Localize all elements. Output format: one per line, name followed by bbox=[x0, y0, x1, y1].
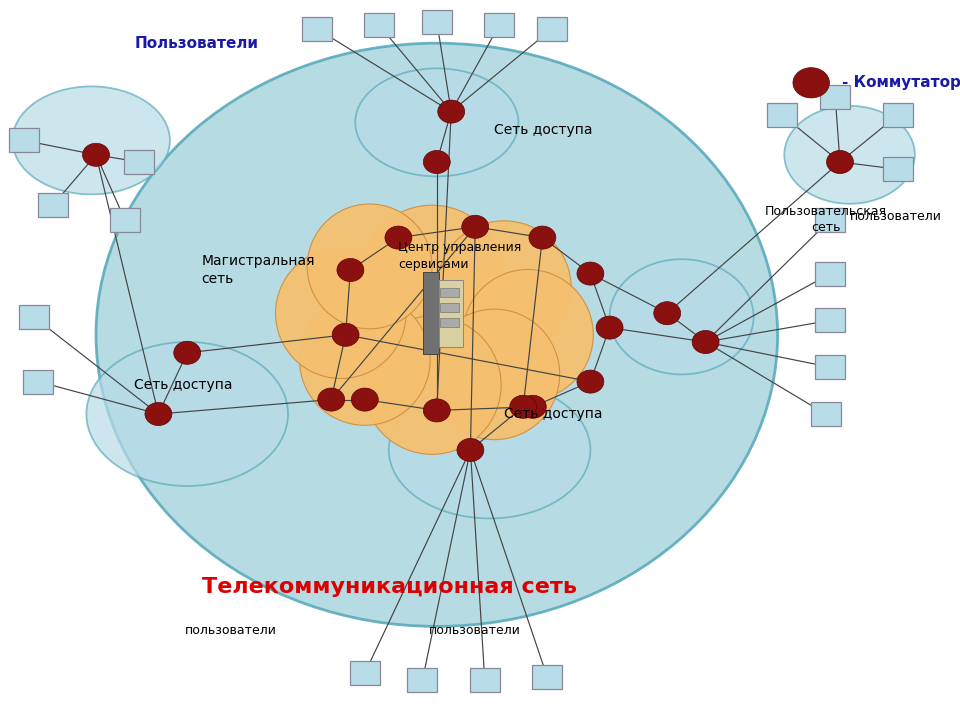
FancyBboxPatch shape bbox=[440, 302, 459, 312]
Text: Сеть доступа: Сеть доступа bbox=[504, 407, 603, 421]
Ellipse shape bbox=[12, 86, 170, 194]
FancyBboxPatch shape bbox=[124, 150, 155, 174]
Circle shape bbox=[463, 269, 593, 400]
Ellipse shape bbox=[337, 258, 364, 282]
Circle shape bbox=[307, 204, 432, 329]
Ellipse shape bbox=[577, 370, 604, 393]
Ellipse shape bbox=[654, 302, 681, 325]
Circle shape bbox=[360, 205, 504, 349]
FancyBboxPatch shape bbox=[421, 9, 452, 34]
FancyBboxPatch shape bbox=[407, 668, 438, 693]
Ellipse shape bbox=[577, 262, 604, 285]
FancyBboxPatch shape bbox=[109, 207, 140, 232]
Ellipse shape bbox=[438, 100, 465, 123]
Ellipse shape bbox=[457, 438, 484, 462]
Ellipse shape bbox=[96, 43, 778, 626]
Ellipse shape bbox=[145, 402, 172, 426]
Ellipse shape bbox=[827, 150, 853, 174]
Text: Пользователи: Пользователи bbox=[134, 36, 258, 50]
Ellipse shape bbox=[423, 150, 450, 174]
FancyBboxPatch shape bbox=[440, 288, 459, 297]
Circle shape bbox=[437, 221, 571, 355]
FancyBboxPatch shape bbox=[364, 13, 395, 37]
Ellipse shape bbox=[355, 68, 518, 176]
FancyBboxPatch shape bbox=[440, 318, 459, 327]
Ellipse shape bbox=[86, 342, 288, 486]
FancyBboxPatch shape bbox=[9, 128, 39, 153]
Text: Пользовательская
сеть: Пользовательская сеть bbox=[764, 205, 887, 234]
FancyBboxPatch shape bbox=[469, 668, 500, 693]
Ellipse shape bbox=[174, 341, 201, 364]
FancyBboxPatch shape bbox=[18, 305, 49, 329]
Ellipse shape bbox=[318, 388, 345, 411]
Text: Центр управления
сервисами: Центр управления сервисами bbox=[398, 240, 521, 271]
FancyBboxPatch shape bbox=[439, 280, 463, 347]
Ellipse shape bbox=[529, 226, 556, 249]
Ellipse shape bbox=[83, 143, 109, 166]
Text: - Коммутаторы: - Коммутаторы bbox=[842, 76, 960, 90]
Ellipse shape bbox=[510, 395, 537, 418]
Ellipse shape bbox=[596, 316, 623, 339]
FancyBboxPatch shape bbox=[815, 261, 846, 286]
Ellipse shape bbox=[610, 259, 754, 374]
Circle shape bbox=[363, 316, 501, 454]
FancyBboxPatch shape bbox=[349, 661, 380, 685]
Ellipse shape bbox=[423, 399, 450, 422]
FancyBboxPatch shape bbox=[815, 207, 846, 232]
FancyBboxPatch shape bbox=[37, 193, 68, 217]
Circle shape bbox=[429, 309, 560, 440]
FancyBboxPatch shape bbox=[301, 17, 332, 41]
FancyBboxPatch shape bbox=[882, 103, 913, 127]
FancyBboxPatch shape bbox=[820, 85, 851, 109]
FancyBboxPatch shape bbox=[810, 402, 841, 426]
FancyBboxPatch shape bbox=[815, 355, 846, 379]
FancyBboxPatch shape bbox=[882, 157, 913, 181]
Text: Сеть доступа: Сеть доступа bbox=[134, 378, 233, 392]
FancyBboxPatch shape bbox=[815, 308, 846, 333]
Text: пользователи: пользователи bbox=[850, 210, 942, 222]
FancyBboxPatch shape bbox=[422, 272, 439, 354]
Text: пользователи: пользователи bbox=[429, 624, 521, 636]
Text: пользователи: пользователи bbox=[184, 624, 276, 636]
Circle shape bbox=[300, 294, 430, 426]
FancyBboxPatch shape bbox=[537, 17, 567, 41]
Ellipse shape bbox=[692, 330, 719, 354]
Ellipse shape bbox=[389, 382, 590, 518]
Text: Магистральная
сеть: Магистральная сеть bbox=[202, 254, 315, 286]
Ellipse shape bbox=[784, 106, 915, 204]
Ellipse shape bbox=[519, 395, 546, 418]
Text: Телекоммуникационная сеть: Телекоммуникационная сеть bbox=[202, 577, 577, 597]
Text: Сеть доступа: Сеть доступа bbox=[494, 122, 593, 137]
FancyBboxPatch shape bbox=[767, 103, 798, 127]
Ellipse shape bbox=[793, 68, 829, 98]
Ellipse shape bbox=[462, 215, 489, 238]
Ellipse shape bbox=[332, 323, 359, 346]
Ellipse shape bbox=[351, 388, 378, 411]
Circle shape bbox=[276, 248, 406, 379]
FancyBboxPatch shape bbox=[23, 369, 54, 394]
FancyBboxPatch shape bbox=[532, 665, 563, 689]
FancyBboxPatch shape bbox=[484, 13, 515, 37]
Ellipse shape bbox=[385, 226, 412, 249]
